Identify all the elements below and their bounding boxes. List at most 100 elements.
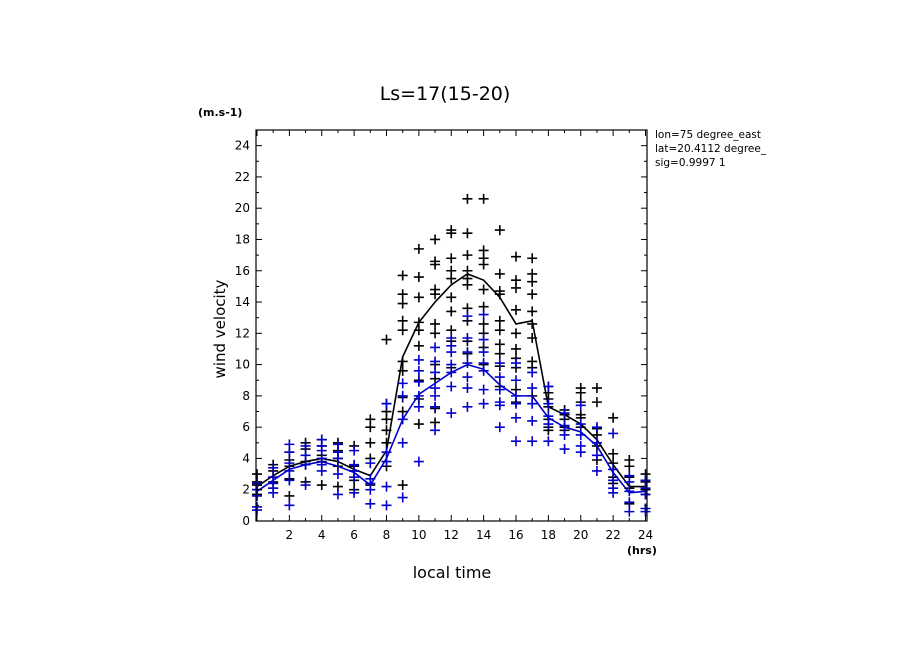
data-point: [381, 500, 392, 511]
data-point: [591, 397, 602, 408]
data-point: [608, 487, 619, 498]
data-point: [462, 383, 473, 394]
data-point: [365, 498, 376, 509]
data-point: [527, 276, 538, 287]
data-point: [494, 268, 505, 279]
data-point: [494, 384, 505, 395]
data-point: [268, 462, 279, 473]
data-point: [430, 259, 441, 270]
data-point: [575, 447, 586, 458]
data-point: [494, 348, 505, 359]
y-tick-label: 18: [235, 232, 250, 246]
data-point: [462, 358, 473, 369]
x-tick-label: 6: [350, 528, 358, 542]
data-point: [397, 378, 408, 389]
data-point: [300, 480, 311, 491]
data-point: [462, 228, 473, 239]
data-point: [462, 193, 473, 204]
data-point: [543, 381, 554, 392]
data-point: [462, 333, 473, 344]
data-point: [316, 480, 327, 491]
data-point: [332, 469, 343, 480]
data-point: [575, 387, 586, 398]
data-point: [478, 384, 489, 395]
data-point: [478, 334, 489, 345]
x-tick-label: 4: [318, 528, 326, 542]
data-point: [527, 306, 538, 317]
data-point: [591, 465, 602, 476]
data-point: [462, 372, 473, 383]
data-point: [624, 486, 635, 497]
data-point: [478, 398, 489, 409]
data-point: [349, 487, 360, 498]
data-point: [397, 492, 408, 503]
data-point: [624, 506, 635, 517]
y-tick-label: 14: [235, 295, 250, 309]
data-point: [446, 347, 457, 358]
data-point: [413, 456, 424, 467]
data-point: [349, 445, 360, 456]
data-point: [446, 228, 457, 239]
data-point: [381, 398, 392, 409]
data-point: [397, 270, 408, 281]
data-point: [608, 448, 619, 459]
data-point: [446, 273, 457, 284]
data-point: [511, 412, 521, 423]
y-tick-label: 16: [235, 264, 250, 278]
data-point: [252, 490, 262, 501]
data-point: [591, 422, 602, 433]
y-unit-label: (m.s-1): [198, 106, 242, 119]
data-point: [365, 437, 376, 448]
data-point: [413, 243, 424, 254]
x-tick-label: 22: [605, 528, 620, 542]
data-point: [446, 253, 457, 264]
data-point: [640, 489, 651, 500]
data-point: [300, 450, 311, 461]
data-point: [365, 422, 376, 433]
y-tick-label: 20: [235, 201, 250, 215]
data-point: [430, 367, 441, 378]
data-point: [430, 234, 441, 245]
data-point: [511, 282, 521, 293]
x-axis-label: local time: [413, 563, 492, 582]
data-point: [494, 372, 505, 383]
data-point: [332, 453, 343, 464]
data-point: [284, 500, 295, 511]
data-point: [446, 306, 457, 317]
data-point: [478, 259, 489, 270]
data-point: [478, 309, 489, 320]
data-point: [608, 428, 619, 439]
data-point: [624, 497, 635, 508]
mean-line: [256, 363, 646, 494]
data-point: [494, 225, 505, 236]
data-point: [478, 347, 489, 358]
y-tick-label: 12: [235, 326, 250, 340]
data-point: [397, 325, 408, 336]
data-point: [511, 304, 521, 315]
data-point: [284, 475, 295, 486]
data-point: [397, 480, 408, 491]
y-tick-label: 6: [242, 420, 250, 434]
y-tick-label: 10: [235, 358, 250, 372]
data-point: [430, 425, 441, 436]
data-point: [365, 458, 376, 469]
y-tick-label: 4: [242, 451, 250, 465]
data-point: [381, 414, 392, 425]
data-point: [478, 318, 489, 329]
data-point: [511, 251, 521, 262]
data-point: [430, 356, 441, 367]
y-tick-label: 2: [242, 483, 250, 497]
data-point: [430, 342, 441, 353]
annotation-lon: lon=75 degree_east: [655, 129, 761, 141]
data-point: [494, 422, 505, 433]
data-point: [413, 390, 424, 401]
data-point: [494, 358, 505, 369]
y-tick-label: 8: [242, 389, 250, 403]
y-tick-label: 22: [235, 170, 250, 184]
data-point: [527, 398, 538, 409]
x-tick-label: 18: [541, 528, 556, 542]
mean-line: [256, 272, 646, 488]
chart-title: Ls=17(15-20): [380, 83, 511, 105]
data-point: [511, 436, 521, 447]
data-point: [332, 489, 343, 500]
